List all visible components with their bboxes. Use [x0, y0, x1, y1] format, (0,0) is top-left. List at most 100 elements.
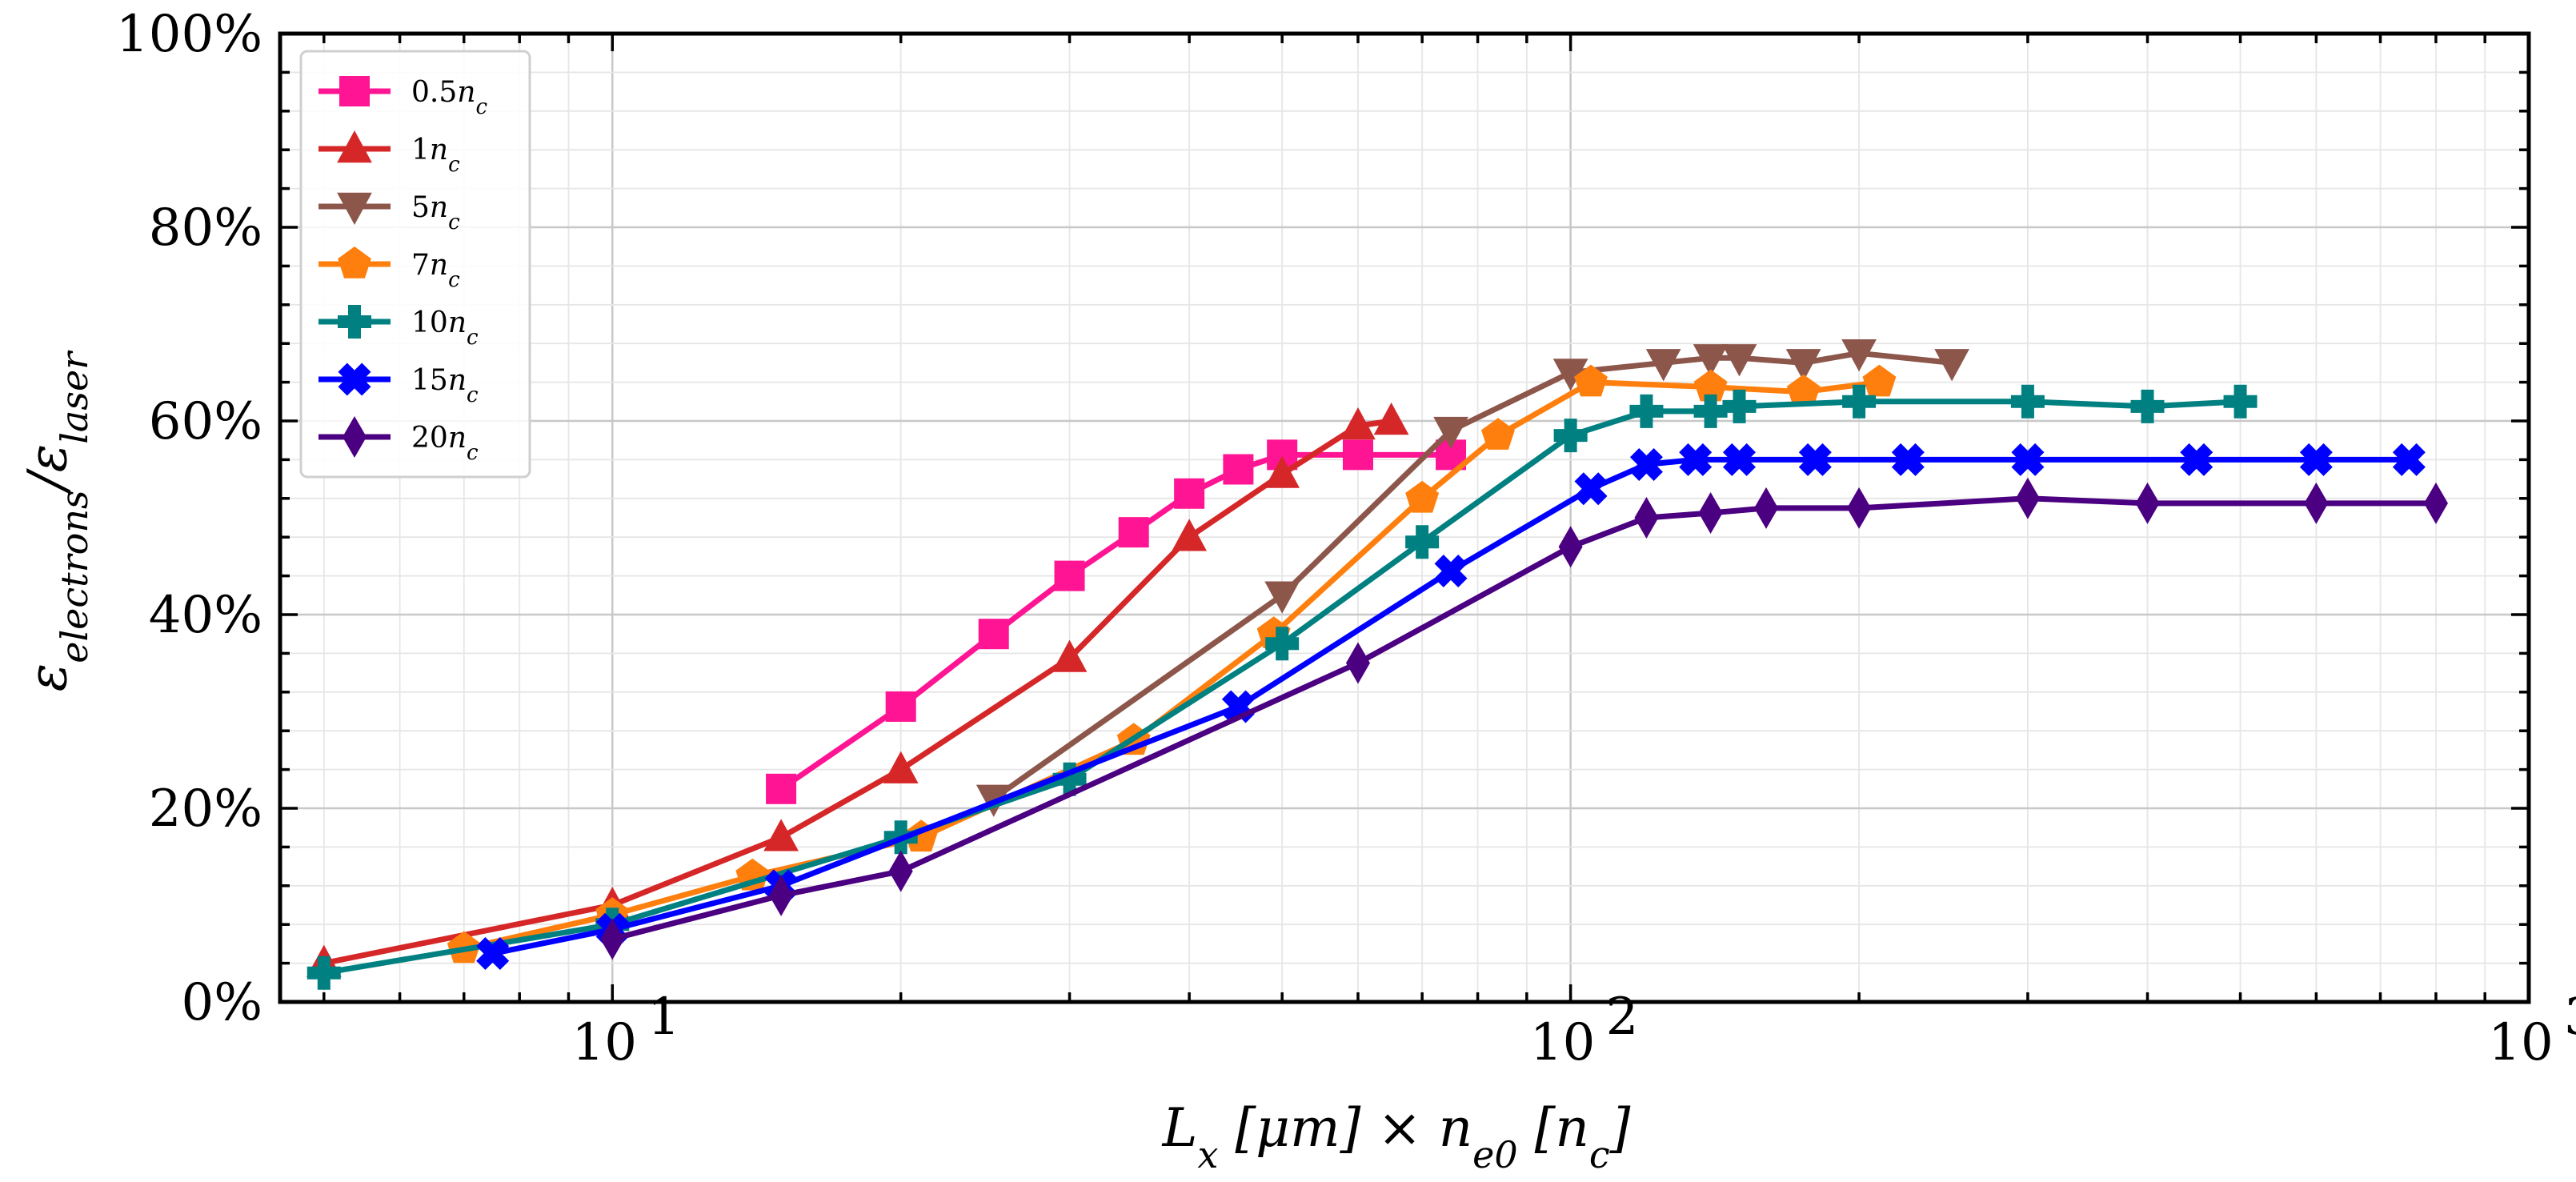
data-point — [1629, 394, 1664, 428]
data-point — [2010, 384, 2045, 419]
legend-label-part: n — [448, 422, 467, 455]
data-point — [1847, 487, 1872, 529]
x-tick-exponent: 3 — [2564, 988, 2576, 1047]
legend-label: 1nc — [411, 134, 460, 177]
legend-label: 7nc — [411, 249, 460, 292]
data-point — [1405, 525, 1440, 559]
legend-item: 7nc — [318, 246, 460, 292]
data-point — [1118, 517, 1149, 548]
data-point — [1553, 419, 1588, 453]
legend-label-part: c — [467, 383, 479, 407]
axis-label-part: x — [1197, 1133, 1218, 1176]
data-point — [978, 619, 1009, 650]
legend-label-part: 1 — [411, 134, 430, 166]
data-point — [888, 850, 913, 892]
y-tick-label: 100% — [116, 5, 262, 64]
data-point — [1754, 487, 1779, 529]
data-point — [1785, 349, 1821, 382]
data-point — [1679, 443, 1713, 476]
data-point — [1264, 581, 1300, 614]
legend-item: 15nc — [318, 363, 479, 407]
data-point — [1433, 416, 1468, 450]
data-point — [1265, 627, 1300, 661]
plot-frame — [278, 31, 2531, 1004]
x-tick-base: 10 — [1530, 1013, 1595, 1072]
series-5nc — [976, 339, 1969, 817]
data-point — [2130, 389, 2165, 423]
data-point — [1862, 364, 1897, 397]
series-line — [992, 350, 1953, 801]
data-point — [1345, 642, 1370, 684]
axis-label-part: L — [1162, 1097, 1198, 1159]
data-point — [600, 918, 625, 960]
legend-label-part: 5 — [411, 191, 430, 224]
data-point — [1693, 394, 1728, 428]
data-point — [2299, 443, 2333, 476]
legend-label: 10nc — [411, 307, 479, 350]
data-point — [1721, 344, 1757, 377]
data-point — [2392, 443, 2426, 476]
axis-label-part: ε — [17, 663, 78, 691]
data-point — [2015, 477, 2040, 519]
legend-label-part: 0.5 — [411, 76, 457, 109]
axis-label-part: [n — [1518, 1097, 1589, 1159]
legend-item: 0.5nc — [318, 76, 487, 119]
x-tick-base: 10 — [572, 1013, 637, 1072]
axis-label-part: e0 — [1472, 1133, 1518, 1176]
legend-item: 5nc — [318, 191, 460, 234]
data-point — [1798, 443, 1832, 476]
data-point — [1264, 455, 1300, 488]
data-point — [1934, 349, 1969, 382]
legend-label-part: n — [448, 307, 467, 339]
data-point — [2011, 443, 2045, 476]
series-line — [463, 379, 1880, 952]
legend-marker — [338, 246, 371, 278]
data-point — [1629, 447, 1663, 481]
data-point — [1645, 349, 1681, 382]
legend-label: 20nc — [411, 422, 479, 465]
x-tick-base: 10 — [2488, 1013, 2553, 1072]
y-tick-label: 40% — [149, 586, 262, 645]
data-point — [1786, 374, 1821, 407]
x-tick-exponent: 2 — [1606, 988, 1639, 1047]
legend-label-part: n — [457, 76, 475, 109]
data-point — [1052, 639, 1088, 672]
data-point — [1552, 359, 1588, 391]
y-tick-label: 60% — [149, 392, 262, 451]
data-point — [1223, 454, 1254, 485]
legend-label-part: n — [430, 191, 448, 224]
legend-marker — [338, 305, 371, 339]
y-axis-label: εelectrons/εlaser — [17, 350, 96, 691]
legend-marker — [338, 363, 371, 396]
data-point — [766, 773, 797, 804]
axis-label-part: laser — [53, 350, 96, 444]
legend-marker — [337, 192, 372, 225]
axis-label-part: ] — [1609, 1097, 1631, 1159]
data-point — [1373, 403, 1409, 435]
data-point — [1722, 443, 1756, 476]
ticks — [280, 32, 2529, 1004]
data-point — [476, 936, 510, 971]
legend-item: 10nc — [318, 305, 479, 350]
legend-label-part: n — [430, 134, 448, 166]
legend-label-part: c — [448, 268, 460, 292]
data-point — [1842, 384, 1877, 419]
series-layer — [306, 339, 2448, 990]
legend-item: 1nc — [318, 130, 460, 177]
data-point — [306, 956, 341, 990]
data-point — [1172, 519, 1207, 551]
legend-item: 20nc — [318, 416, 479, 465]
legend-label-part: c — [467, 441, 479, 465]
legend-marker — [337, 130, 372, 163]
series-15nc — [476, 443, 2426, 971]
legend-label: 0.5nc — [411, 76, 487, 119]
x-tick-label: 10 2 — [1530, 988, 1638, 1072]
data-point — [1722, 389, 1757, 423]
legend-label-part: c — [448, 210, 460, 234]
legend-label-part: c — [467, 326, 479, 350]
series-line — [779, 451, 1451, 791]
data-point — [1405, 480, 1440, 513]
data-point — [2423, 482, 2448, 524]
